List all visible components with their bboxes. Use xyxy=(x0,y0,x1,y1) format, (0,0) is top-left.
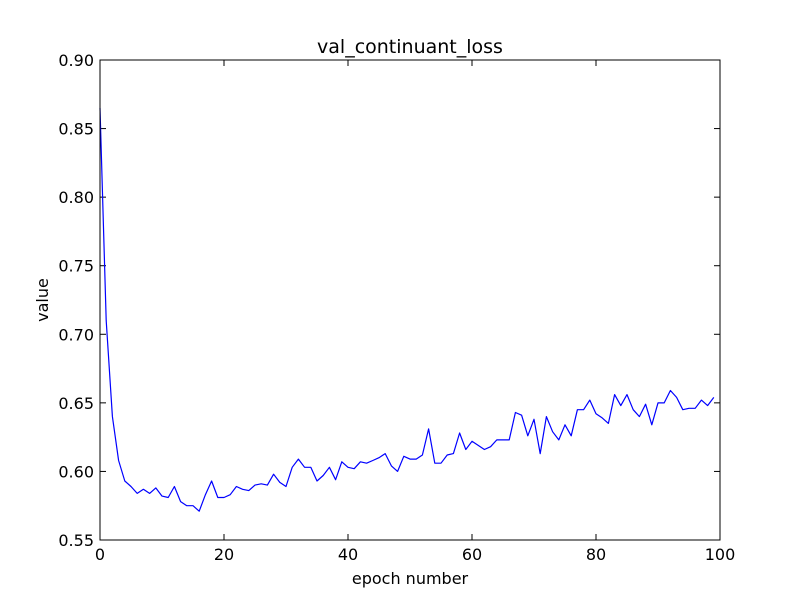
y-tick-label: 0.70 xyxy=(58,325,94,344)
plot-frame xyxy=(99,59,721,541)
plot-content: 0 20 40 60 80 100 0.55 0.60 0.65 0.70 0.75 0.80 0.85… xyxy=(58,51,735,564)
x-tick-label: 40 xyxy=(338,545,358,564)
series-line xyxy=(99,107,715,512)
y-tick-label: 0.60 xyxy=(58,462,94,481)
chart-title: val_continuant_loss xyxy=(317,36,503,58)
x-axis-title: epoch number xyxy=(352,569,469,588)
y-tick-label: 0.85 xyxy=(58,120,94,139)
y-tick-label: 0.75 xyxy=(58,257,94,276)
y-tick-label: 0.55 xyxy=(58,531,94,550)
y-axis-title: value xyxy=(33,278,52,322)
x-tick-label: 0 xyxy=(95,545,105,564)
x-tick-label: 80 xyxy=(586,545,606,564)
x-tick-label: 20 xyxy=(214,545,234,564)
x-tick-label: 100 xyxy=(705,545,736,564)
y-tick-label: 0.90 xyxy=(58,51,94,70)
y-tick-label: 0.65 xyxy=(58,394,94,413)
x-tick-label: 60 xyxy=(462,545,482,564)
y-tick-label: 0.80 xyxy=(58,188,94,207)
